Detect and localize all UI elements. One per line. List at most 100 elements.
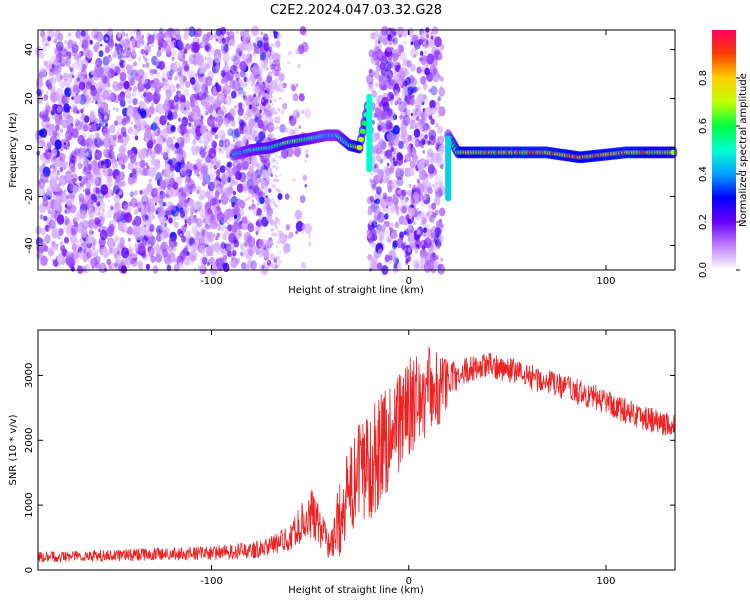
spectrogram-noise-blob — [68, 66, 71, 70]
spectrogram-noise-blob — [52, 259, 59, 267]
spectrogram-noise-blob — [253, 85, 260, 95]
spectrogram-noise-blob — [241, 216, 248, 225]
spectrogram-noise-blob — [209, 198, 216, 207]
spectrogram-noise-blob — [256, 40, 263, 48]
spectrogram-noise-blob — [439, 85, 443, 89]
spectrogram-noise-blob — [414, 250, 418, 255]
spectrogram-noise-blob — [201, 229, 204, 234]
spectrogram-noise-blob — [412, 153, 419, 162]
spectrogram-noise-blob — [408, 183, 412, 188]
spectrogram-noise-blob — [227, 128, 234, 137]
spectrogram-noise-blob — [282, 82, 287, 89]
spectrogram-noise-blob — [108, 264, 112, 270]
spectrogram-noise-blob — [398, 107, 403, 113]
spectrogram-noise-blob — [161, 229, 168, 239]
spectrogram-noise-blob — [107, 82, 111, 88]
spectrogram-noise-blob — [438, 53, 443, 61]
spectrogram-noise-blob — [269, 118, 274, 123]
spectrogram-noise-blob — [224, 188, 232, 199]
spectrogram-noise-blob — [159, 191, 163, 196]
spectrogram-noise-blob — [174, 258, 178, 263]
spectrogram-noise-blob — [218, 222, 226, 232]
spectrogram-noise-blob — [133, 215, 142, 227]
spectrogram-noise-blob — [427, 148, 434, 158]
spectrogram-noise-blob — [87, 199, 94, 208]
spectrogram-noise-blob — [133, 190, 138, 196]
spectrogram-noise-blob — [107, 237, 115, 249]
spectrogram-noise-blob — [386, 69, 394, 80]
spectrogram-noise-blob — [91, 138, 99, 148]
spectrogram-noise-blob — [141, 34, 144, 39]
spectrogram-noise-blob — [86, 181, 92, 189]
spectrogram-noise-blob — [206, 246, 211, 252]
spectrogram-noise-blob — [96, 65, 103, 75]
spectrogram-noise-blob — [413, 128, 421, 138]
spectrogram-noise-blob — [411, 199, 415, 204]
spectrogram-noise-blob — [151, 101, 155, 107]
spectrogram-noise-blob — [96, 249, 99, 253]
spectrogram-noise-blob — [431, 211, 435, 216]
spectrogram-noise-blob — [74, 221, 79, 228]
spectrogram-noise-blob — [177, 127, 181, 133]
spectrogram-noise-blob — [107, 96, 111, 101]
spectrogram-noise-blob — [51, 64, 55, 69]
spectrogram-noise-blob — [109, 92, 117, 103]
spectrogram-noise-blob — [278, 72, 285, 82]
spectrogram-noise-blob — [94, 168, 101, 177]
spectrogram-noise-blob — [59, 192, 68, 203]
spectrogram-noise-blob — [411, 146, 416, 151]
spectrogram-noise-blob — [142, 76, 148, 85]
spectrogram-noise-blob — [439, 180, 443, 186]
spectrogram-noise-blob — [292, 93, 299, 102]
spectrogram-noise-blob — [375, 82, 379, 88]
spectrogram-noise-blob — [121, 49, 125, 54]
spectrogram-noise-blob — [198, 91, 203, 98]
spectrogram-noise-blob — [54, 114, 63, 126]
spectrogram-noise-blob — [66, 228, 72, 236]
spectrogram-noise-blob — [108, 199, 111, 203]
spectrogram-noise-blob — [386, 162, 390, 167]
spectrogram-noise-blob — [434, 209, 439, 216]
spectrogram-noise-blob — [205, 191, 211, 199]
spectrogram-noise-blob — [202, 92, 207, 100]
spectrogram-noise-blob — [224, 61, 228, 66]
spectrogram-noise-blob — [251, 199, 255, 203]
spectrogram-noise-blob — [377, 173, 383, 181]
spectrogram-noise-blob — [431, 253, 437, 261]
spectrogram-noise-blob — [54, 245, 58, 251]
spectrogram-noise-blob — [152, 186, 158, 195]
spectrogram-noise-blob — [379, 62, 386, 71]
spectrogram-noise-blob — [155, 172, 163, 182]
spectrogram-noise-blob — [427, 76, 430, 80]
spectrogram-noise-blob — [136, 34, 142, 41]
spectrogram-noise-blob — [268, 89, 273, 94]
spectrogram-noise-blob — [266, 75, 273, 83]
spectrogram-noise-blob — [112, 241, 116, 247]
spectrogram-noise-blob — [79, 181, 85, 188]
spectrogram-noise-blob — [414, 97, 423, 108]
spectrogram-noise-blob — [198, 237, 205, 246]
spectrogram-noise-blob — [200, 158, 203, 162]
spectrogram-noise-blob — [40, 30, 46, 38]
spectrogram-noise-blob — [397, 167, 401, 173]
spectrogram-noise-blob — [250, 80, 256, 87]
spectrogram-noise-blob — [228, 198, 232, 203]
spectrogram-noise-blob — [139, 159, 146, 168]
spectrogram-noise-blob — [160, 151, 164, 156]
spectrogram-noise-blob — [192, 139, 197, 145]
spectrogram-noise-blob — [172, 136, 175, 140]
spectrogram-noise-blob — [384, 229, 389, 235]
spectrogram-noise-blob — [194, 209, 198, 214]
spectrogram-noise-blob — [151, 68, 156, 75]
spectrogram-noise-blob — [119, 71, 127, 82]
spectrogram-noise-blob — [125, 36, 130, 43]
spectrogram-noise-blob — [254, 43, 262, 55]
spectrogram-noise-blob — [146, 183, 153, 193]
spectrogram-noise-blob — [248, 104, 253, 110]
spectrogram-noise-blob — [231, 202, 236, 208]
spectrogram-noise-blob — [176, 153, 183, 162]
spectrogram-noise-blob — [278, 230, 284, 238]
spectrogram-noise-blob — [145, 48, 149, 53]
spectrogram-frame — [37, 29, 676, 271]
spectrogram-noise-blob — [101, 211, 104, 215]
